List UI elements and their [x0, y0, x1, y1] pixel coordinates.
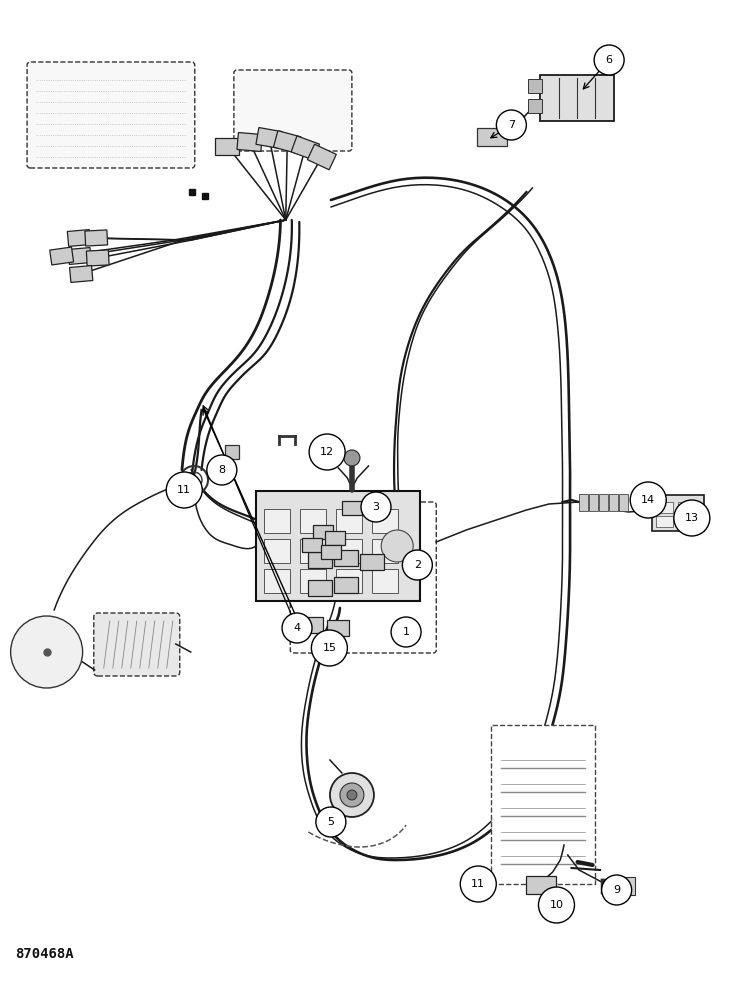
FancyBboxPatch shape [336, 509, 362, 533]
FancyBboxPatch shape [372, 539, 399, 563]
Circle shape [538, 887, 575, 923]
Circle shape [602, 875, 632, 905]
Circle shape [347, 790, 357, 800]
Text: 870468A: 870468A [15, 947, 74, 961]
FancyBboxPatch shape [50, 247, 74, 265]
FancyBboxPatch shape [225, 445, 238, 459]
FancyBboxPatch shape [589, 493, 598, 510]
Circle shape [594, 45, 624, 75]
FancyBboxPatch shape [300, 539, 326, 563]
Text: 15: 15 [323, 643, 336, 653]
Text: 8: 8 [218, 465, 226, 475]
Circle shape [630, 482, 666, 518]
FancyBboxPatch shape [68, 230, 90, 246]
Circle shape [340, 783, 364, 807]
Text: 4: 4 [293, 623, 301, 633]
FancyBboxPatch shape [215, 137, 239, 154]
FancyBboxPatch shape [526, 876, 556, 894]
Circle shape [381, 530, 413, 562]
FancyBboxPatch shape [578, 493, 587, 510]
Text: 1: 1 [402, 627, 410, 637]
FancyBboxPatch shape [321, 545, 341, 559]
FancyBboxPatch shape [372, 509, 399, 533]
FancyBboxPatch shape [291, 136, 320, 160]
FancyBboxPatch shape [27, 62, 195, 168]
Text: 5: 5 [327, 817, 335, 827]
Circle shape [282, 613, 312, 643]
Text: 11: 11 [177, 485, 191, 495]
Circle shape [674, 500, 710, 536]
Circle shape [391, 617, 421, 647]
FancyBboxPatch shape [302, 538, 322, 552]
FancyBboxPatch shape [237, 132, 262, 152]
Circle shape [316, 807, 346, 837]
FancyBboxPatch shape [308, 580, 332, 596]
FancyBboxPatch shape [325, 531, 344, 545]
FancyBboxPatch shape [360, 554, 384, 570]
Text: 2: 2 [414, 560, 421, 570]
Circle shape [496, 110, 526, 140]
FancyBboxPatch shape [336, 569, 362, 593]
Text: 7: 7 [508, 120, 515, 130]
FancyBboxPatch shape [608, 493, 617, 510]
Circle shape [330, 773, 374, 817]
FancyBboxPatch shape [308, 144, 336, 170]
FancyBboxPatch shape [301, 617, 323, 633]
FancyBboxPatch shape [264, 569, 290, 593]
Circle shape [11, 616, 83, 688]
FancyBboxPatch shape [652, 495, 704, 531]
FancyBboxPatch shape [656, 516, 673, 526]
FancyBboxPatch shape [541, 75, 614, 121]
FancyBboxPatch shape [256, 491, 420, 601]
FancyBboxPatch shape [86, 250, 109, 266]
FancyBboxPatch shape [529, 79, 542, 93]
FancyBboxPatch shape [334, 550, 358, 566]
FancyBboxPatch shape [300, 509, 326, 533]
FancyBboxPatch shape [477, 128, 507, 146]
Circle shape [309, 434, 345, 470]
Circle shape [166, 472, 202, 508]
FancyBboxPatch shape [619, 493, 627, 510]
FancyBboxPatch shape [85, 230, 108, 246]
FancyBboxPatch shape [94, 613, 180, 676]
FancyBboxPatch shape [70, 266, 92, 282]
Text: 9: 9 [613, 885, 620, 895]
FancyBboxPatch shape [68, 248, 91, 264]
FancyBboxPatch shape [678, 502, 696, 512]
FancyBboxPatch shape [372, 569, 399, 593]
FancyBboxPatch shape [300, 569, 326, 593]
FancyBboxPatch shape [274, 131, 301, 153]
Circle shape [207, 455, 237, 485]
FancyBboxPatch shape [256, 128, 283, 148]
Text: 6: 6 [605, 55, 613, 65]
FancyBboxPatch shape [264, 539, 290, 563]
FancyBboxPatch shape [490, 725, 595, 884]
FancyBboxPatch shape [290, 502, 436, 653]
Text: 10: 10 [550, 900, 563, 910]
Circle shape [361, 492, 391, 522]
FancyBboxPatch shape [327, 620, 350, 636]
Circle shape [402, 550, 432, 580]
Text: 12: 12 [320, 447, 334, 457]
FancyBboxPatch shape [234, 70, 352, 151]
FancyBboxPatch shape [529, 99, 542, 113]
Text: 3: 3 [372, 502, 380, 512]
Circle shape [344, 450, 360, 466]
FancyBboxPatch shape [308, 552, 332, 568]
FancyBboxPatch shape [336, 539, 362, 563]
Circle shape [460, 866, 496, 902]
FancyBboxPatch shape [656, 502, 673, 512]
FancyBboxPatch shape [264, 509, 290, 533]
Text: 11: 11 [472, 879, 485, 889]
FancyBboxPatch shape [314, 525, 333, 539]
FancyBboxPatch shape [334, 577, 358, 593]
Circle shape [311, 630, 347, 666]
FancyBboxPatch shape [611, 877, 635, 895]
FancyBboxPatch shape [599, 493, 608, 510]
Text: 13: 13 [685, 513, 699, 523]
FancyBboxPatch shape [678, 516, 696, 526]
FancyBboxPatch shape [342, 501, 362, 515]
Text: 14: 14 [641, 495, 655, 505]
